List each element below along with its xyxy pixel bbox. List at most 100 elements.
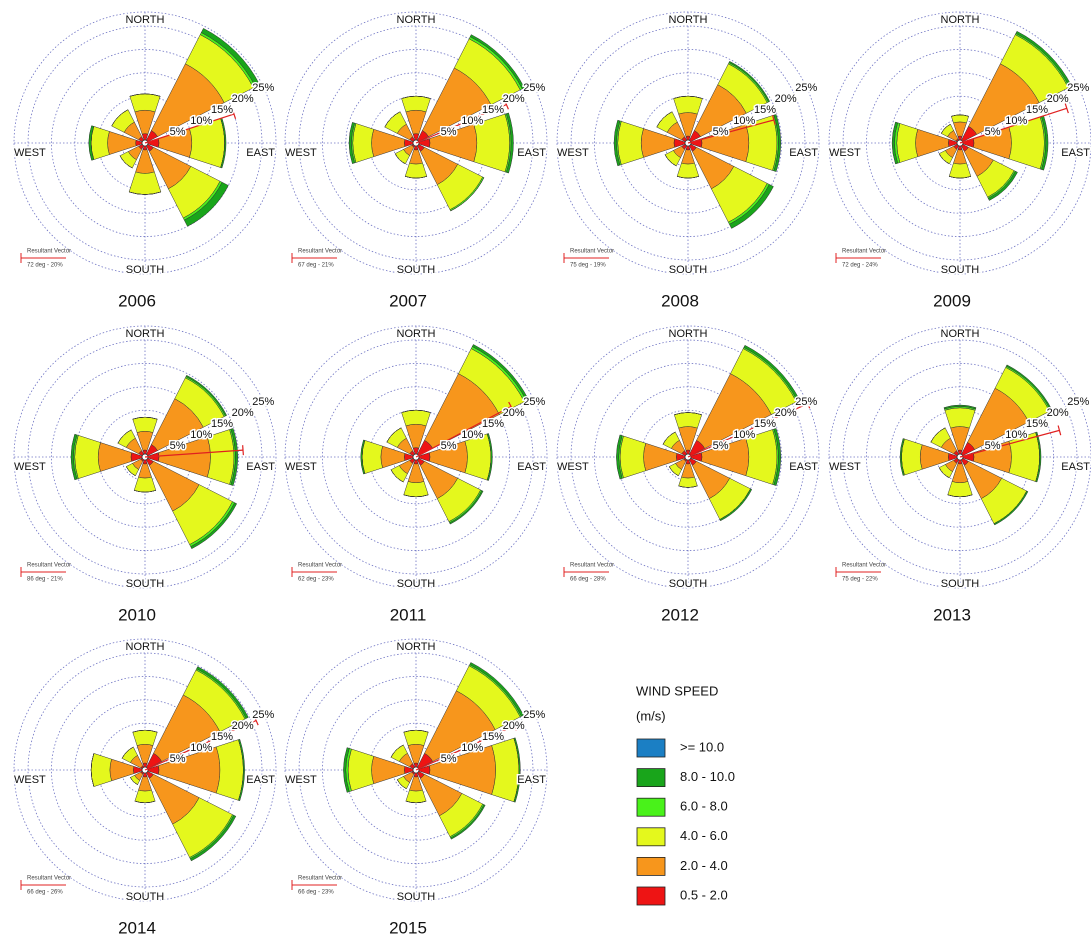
compass-label: WEST (285, 461, 317, 473)
petal-segment (729, 184, 774, 229)
ring-label: 20% (503, 93, 525, 105)
petal-segment (450, 804, 486, 840)
petal-segment (728, 60, 771, 103)
ring-label: 5% (985, 440, 1001, 452)
ring (27, 339, 263, 575)
chart-title: 2015 (389, 918, 427, 937)
chart-title: 2010 (118, 605, 156, 624)
petal-segment (129, 191, 161, 195)
petal-segment (491, 737, 520, 803)
petal-segment (617, 120, 644, 166)
petal-segment (943, 404, 977, 410)
compass-label: SOUTH (397, 264, 436, 276)
vector-title: Resultant Vector (842, 249, 886, 255)
compass-label: SOUTH (941, 264, 980, 276)
chart-title: 2011 (390, 605, 427, 624)
compass-label: EAST (517, 774, 546, 786)
wind-rose: 5% 10%15%20%25% NORTH EAST SOUTH WEST Resultan… (556, 11, 820, 310)
wind-rose: 5% 10%15%20%25% NORTH EAST SOUTH WEST Resultan… (284, 638, 548, 937)
petal-segment (401, 95, 431, 113)
petal-segment (128, 171, 162, 195)
petal-segment (673, 412, 703, 429)
petal-segment (405, 800, 427, 803)
vector-label: 75 deg - 19% (570, 263, 606, 269)
compass-label: WEST (285, 774, 317, 786)
vector-label: 66 deg - 23% (298, 890, 334, 896)
ring (866, 49, 1054, 237)
petal-segment (616, 434, 623, 480)
compass-label: SOUTH (669, 578, 708, 590)
ring (842, 25, 1078, 261)
chart-title: 2014 (118, 918, 156, 937)
vector-tip (508, 401, 514, 412)
ring-label: 10% (733, 115, 755, 127)
petal-segment (134, 789, 156, 803)
compass-label: WEST (285, 147, 317, 159)
legend-label: 6.0 - 8.0 (680, 799, 728, 814)
petal-segment (743, 344, 801, 402)
ring-label: 10% (461, 742, 483, 754)
petal-segment (1005, 364, 1053, 412)
ring-label: 5% (170, 753, 186, 765)
ring-label: 15% (1026, 104, 1048, 116)
ring (866, 363, 1054, 551)
resultant-vector (959, 429, 1060, 458)
legend-swatch (636, 886, 666, 906)
petal-segment (1035, 431, 1042, 483)
wind-rose: 5% 10%15%20%25% NORTH EAST SOUTH WEST Resultan… (284, 11, 548, 310)
ring-label: 10% (733, 429, 755, 441)
petal-segment (993, 490, 1029, 526)
compass-label: NORTH (669, 328, 708, 340)
ring-label: 25% (252, 396, 274, 408)
petal-segment (386, 427, 402, 443)
compass-label: EAST (1061, 461, 1090, 473)
vector-title: Resultant Vector (27, 249, 71, 255)
ring-label: 5% (441, 126, 457, 138)
compass-label: SOUTH (941, 578, 980, 590)
petal-segment (90, 753, 95, 787)
ring (570, 25, 806, 261)
resultant-vector (687, 119, 775, 144)
ring (594, 363, 782, 551)
vector-tip (231, 109, 237, 120)
ring (27, 652, 263, 888)
petal-segment (183, 181, 229, 227)
petal-segment (403, 481, 429, 497)
legend-label: >= 10.0 (680, 739, 724, 754)
petal-segment (947, 481, 973, 497)
petal-segment (230, 428, 238, 486)
petal-segment (1015, 30, 1073, 88)
vector-title: Resultant Vector (298, 563, 342, 569)
petal-segment (471, 344, 529, 402)
legend-swatch (636, 857, 666, 876)
petal-segment (185, 374, 228, 417)
compass-label: NORTH (126, 328, 165, 340)
legend-swatch (636, 797, 666, 817)
ring (298, 339, 534, 575)
legend-unit: (m/s) (636, 708, 666, 723)
petal-segment (677, 176, 699, 179)
petal-segment (513, 737, 521, 803)
wind-rose: 5% 10%15%20%25% NORTH EAST SOUTH WEST Resultan… (13, 11, 277, 310)
ring-label: 5% (985, 126, 1001, 138)
compass-label: EAST (246, 147, 275, 159)
ring-label: 15% (211, 104, 233, 116)
compass-label: EAST (789, 147, 818, 159)
petal-segment (196, 666, 249, 719)
compass-label: NORTH (397, 14, 436, 26)
resultant-vector (415, 405, 512, 458)
petal-segment (189, 814, 237, 862)
petal-segment (613, 119, 621, 167)
petal-segment (450, 177, 485, 212)
wind-rose: 5% 10%15%20%25% NORTH EAST SOUTH WEST Resultan… (13, 638, 277, 937)
vector-title: Resultant Vector (570, 249, 614, 255)
wind-rose: 5% 10%15%20%25% NORTH EAST SOUTH WEST Resultan… (13, 325, 277, 624)
petal-segment (134, 800, 156, 803)
legend-label: 8.0 - 10.0 (680, 769, 735, 784)
petal-segment (343, 747, 350, 793)
ring-label: 20% (775, 407, 797, 419)
ring-label: 25% (523, 396, 545, 408)
compass-label: EAST (517, 461, 546, 473)
ring-label: 20% (232, 93, 254, 105)
ring-label: 5% (713, 440, 729, 452)
